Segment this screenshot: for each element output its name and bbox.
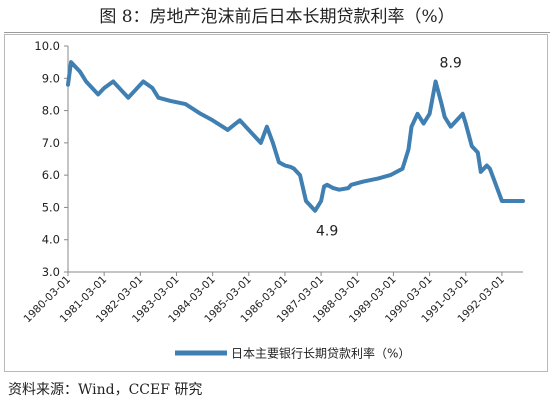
- source-note: 资料来源：Wind，CCEF 研究: [8, 382, 203, 398]
- series-line-0: [66, 60, 525, 213]
- y-tick-label: 6.0: [42, 168, 60, 182]
- y-tick-label: 4.0: [42, 233, 60, 247]
- y-tick-label: 8.0: [42, 104, 60, 118]
- figure-title: 图 8：房地产泡沫前后日本长期贷款利率（%）: [99, 7, 455, 27]
- chart-frame: [4, 34, 548, 372]
- y-axis: 3.0 4.0 5.0 6.0 7.0 8.0 9.0 10.0: [34, 39, 69, 279]
- title-divider: [4, 32, 550, 33]
- y-tick-label: 9.0: [42, 71, 60, 85]
- y-tick-label: 7.0: [42, 136, 60, 150]
- series-group: [66, 60, 525, 213]
- y-tick-label: 10.0: [34, 39, 60, 53]
- legend-label: 日本主要银行长期贷款利率（%）: [231, 346, 410, 361]
- annotations: 8.9 4.9: [316, 56, 462, 240]
- y-tick-label: 5.0: [42, 200, 60, 214]
- y-tick-label: 3.0: [42, 265, 60, 279]
- data-label-annotation: 8.9: [440, 56, 462, 72]
- data-label-annotation: 4.9: [316, 224, 338, 240]
- legend: 日本主要银行长期贷款利率（%）: [175, 346, 410, 361]
- x-axis: 1980-03-011981-03-011982-03-011983-03-01…: [21, 271, 523, 325]
